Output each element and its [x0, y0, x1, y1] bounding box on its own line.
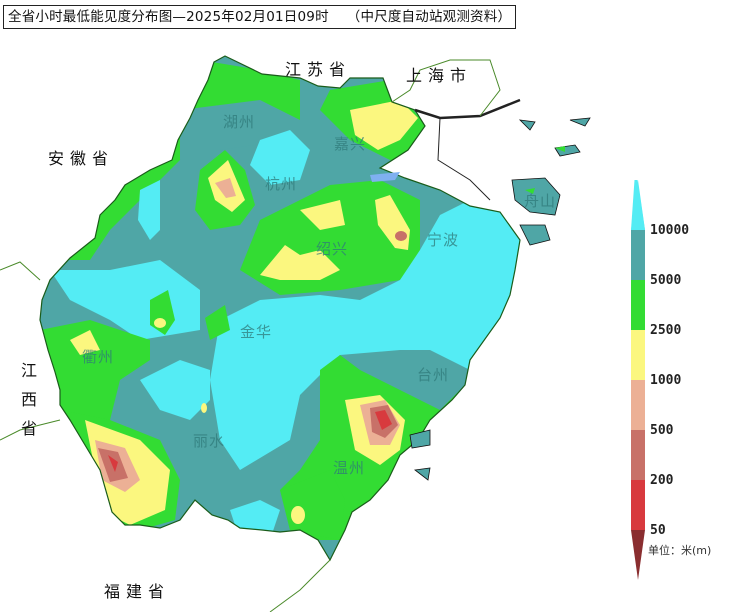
- city-label-taizhou: 台州: [417, 366, 450, 384]
- city-label-huzhou: 湖州: [223, 113, 256, 131]
- legend-colorbar: [631, 180, 645, 580]
- city-label-lishui: 丽水: [193, 432, 226, 450]
- legend-tick-1000: 1000: [650, 373, 682, 388]
- province-label-shanghai: 上海市: [406, 66, 473, 85]
- city-label-jiaxing: 嘉兴: [334, 135, 367, 153]
- city-label-wenzhou: 温州: [333, 459, 366, 477]
- visibility-legend: 10000 5000 2500 1000 500 200 50 单位：米(m): [628, 180, 728, 590]
- province-label-jiangsu: 江苏省: [285, 60, 352, 79]
- city-label-jinhua: 金华: [240, 323, 273, 341]
- city-label-shaoxing: 绍兴: [316, 240, 349, 258]
- city-label-zhoushan: 舟山: [524, 192, 557, 210]
- legend-tick-2500: 2500: [650, 323, 682, 338]
- province-label-anhui: 安徽省: [48, 149, 115, 168]
- province-label-jiangxi: 江 西 省: [20, 361, 37, 438]
- legend-tick-50: 50: [650, 523, 666, 538]
- province-label-fujian: 福建省: [104, 582, 171, 601]
- legend-unit: 单位：米(m): [648, 544, 712, 557]
- legend-tick-5000: 5000: [650, 273, 682, 288]
- city-label-ningbo: 宁波: [427, 231, 460, 249]
- legend-tick-10000: 10000: [650, 223, 690, 238]
- legend-tick-500: 500: [650, 423, 674, 438]
- city-label-hangzhou: 杭州: [265, 175, 298, 193]
- map-title: 全省小时最低能见度分布图—2025年02月01日09时 （中尺度自动站观测资料）: [3, 5, 517, 29]
- city-label-quzhou: 衢州: [82, 348, 115, 366]
- legend-tick-200: 200: [650, 473, 674, 488]
